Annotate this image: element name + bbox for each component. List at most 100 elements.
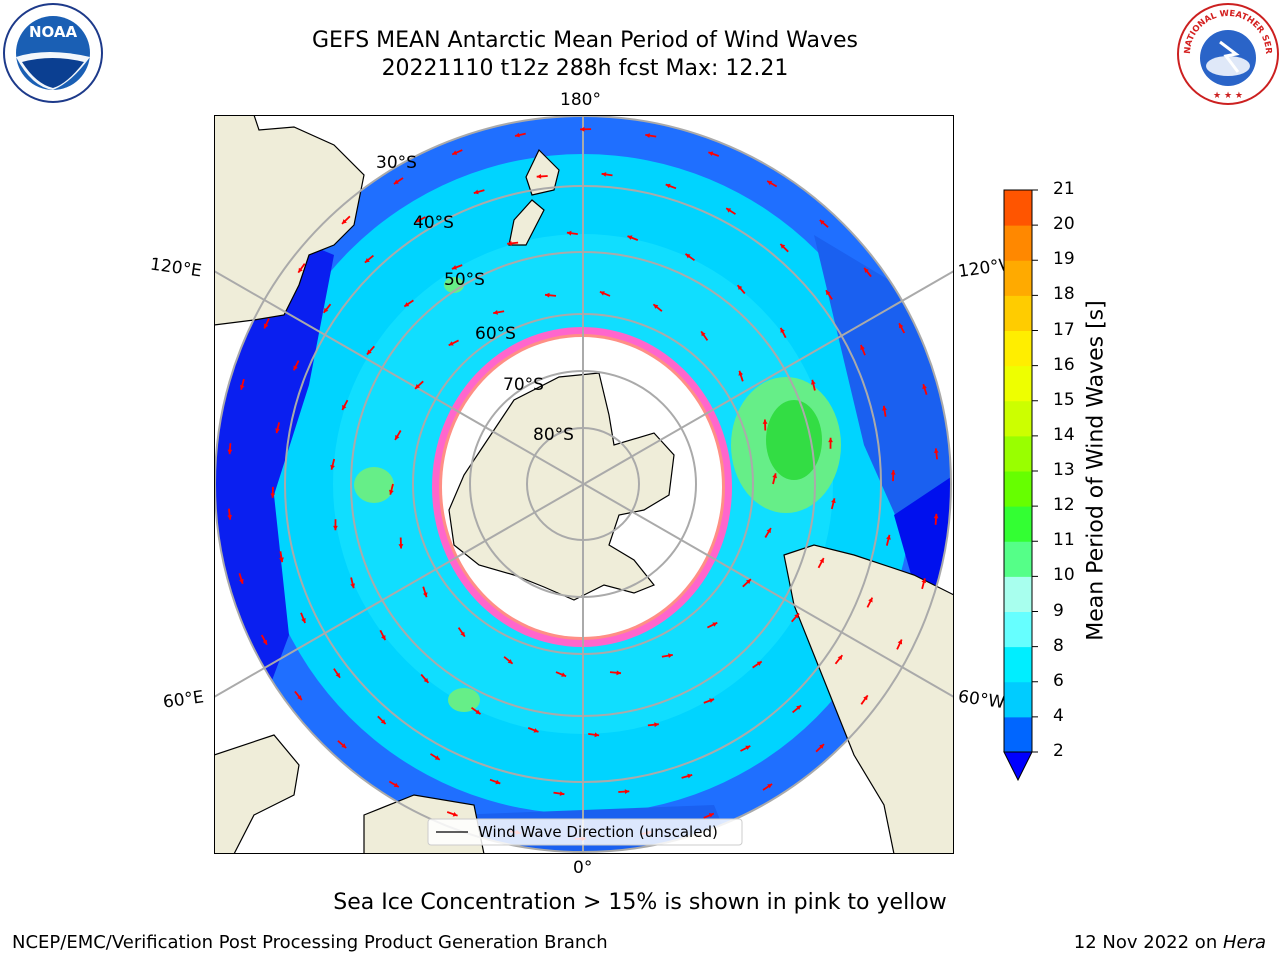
wind-arrow-head bbox=[335, 672, 340, 678]
wind-arrow-head bbox=[726, 208, 732, 213]
svg-text:★ ★ ★: ★ ★ ★ bbox=[1213, 91, 1243, 101]
wind-arrow-head bbox=[270, 493, 276, 498]
wind-arrow-head bbox=[709, 698, 715, 703]
colorbar-tick-label: 13 bbox=[1053, 460, 1075, 480]
wind-arrow-head bbox=[342, 404, 347, 410]
wind-arrow-head bbox=[601, 172, 607, 177]
wind-arrow-head bbox=[668, 653, 673, 658]
map-subtitle-forecast: 20221110 t12z 288h fcst Max: 12.21 bbox=[381, 56, 789, 81]
wind-arrow-head bbox=[745, 745, 751, 750]
wind-arrow-head bbox=[868, 597, 873, 603]
lat-label-70s: 70°S bbox=[503, 375, 544, 395]
map-legend: Wind Wave Direction (unscaled) bbox=[427, 818, 743, 846]
wind-arrow-head bbox=[624, 789, 630, 794]
lon-label-0: 0° bbox=[573, 858, 593, 878]
map-title: GEFS MEAN Antarctic Mean Period of Wind … bbox=[312, 28, 858, 53]
wind-arrow-head bbox=[897, 639, 903, 645]
wind-arrow-head bbox=[493, 310, 498, 315]
wind-arrow-head bbox=[767, 784, 773, 789]
colorbar-tick-label: 6 bbox=[1053, 670, 1064, 691]
wind-arrow-head bbox=[380, 719, 386, 724]
wind-arrow-head bbox=[899, 323, 904, 329]
wind-arrow-head bbox=[393, 782, 399, 787]
wind-arrow-head bbox=[293, 365, 298, 371]
wind-arrow-head bbox=[890, 470, 896, 475]
wind-arrow-head bbox=[350, 583, 355, 589]
colorbar bbox=[1003, 189, 1038, 782]
wind-arrow-head bbox=[819, 558, 824, 564]
colorbar-segment bbox=[1004, 611, 1032, 648]
wind-arrow-head bbox=[393, 179, 399, 184]
wind-arrow-head bbox=[536, 174, 542, 179]
colorbar-tick-label: 11 bbox=[1053, 530, 1075, 551]
noaa-logo-text: NOAA bbox=[29, 23, 78, 41]
wind-arrow-head bbox=[423, 592, 428, 598]
colorbar-segment bbox=[1004, 225, 1032, 261]
wind-arrow-head bbox=[275, 428, 280, 434]
sea-ice-note: Sea Ice Concentration > 15% is shown in … bbox=[333, 890, 947, 915]
wind-arrow-head bbox=[507, 659, 513, 664]
wind-arrow-head bbox=[507, 240, 512, 246]
colorbar-extend-min bbox=[1003, 751, 1033, 782]
wind-arrow-head bbox=[653, 304, 659, 309]
lat-label-80s: 80°S bbox=[533, 425, 574, 445]
lat-label-30s: 30°S bbox=[376, 153, 417, 173]
lon-label-60e: 60°E bbox=[161, 687, 206, 713]
wind-arrow-head bbox=[819, 744, 824, 749]
noaa-logo: NOAA bbox=[3, 3, 103, 103]
colorbar-tick-label: 10 bbox=[1053, 565, 1075, 586]
wind-arrow-head bbox=[364, 258, 370, 263]
wind-arrow-head bbox=[415, 384, 420, 389]
wind-arrow-head bbox=[645, 133, 650, 138]
wind-arrow-head bbox=[473, 189, 479, 195]
wind-arrow-head bbox=[227, 449, 233, 455]
wind-arrow-head bbox=[239, 578, 244, 584]
wind-arrow-head bbox=[616, 670, 621, 676]
antarctica bbox=[448, 372, 675, 601]
colorbar-tick-label: 17 bbox=[1053, 319, 1075, 340]
wind-arrow-head bbox=[559, 791, 565, 796]
wind-arrow-head bbox=[665, 183, 671, 189]
wind-arrow-head bbox=[297, 695, 302, 700]
wind-arrow-head bbox=[687, 773, 693, 779]
wind-arrow-head bbox=[826, 290, 831, 296]
colorbar-tick-label: 20 bbox=[1053, 214, 1075, 235]
wind-arrow-head bbox=[599, 291, 605, 296]
colorbar-segment bbox=[1004, 330, 1032, 367]
wind-arrow-head bbox=[934, 448, 939, 453]
wind-arrow-head bbox=[864, 268, 869, 273]
wind-arrow-head bbox=[738, 370, 743, 376]
lon-label-180: 180° bbox=[560, 90, 601, 110]
wind-arrow-head bbox=[566, 230, 572, 236]
wind-arrow-head bbox=[796, 705, 802, 710]
lat-label-40s: 40°S bbox=[413, 213, 454, 233]
wind-arrow-head bbox=[811, 379, 816, 385]
colorbar-tick-label: 4 bbox=[1053, 705, 1064, 726]
wind-arrow-head bbox=[708, 151, 714, 156]
wind-arrow-head bbox=[737, 285, 743, 290]
wind-arrow-head bbox=[323, 307, 329, 313]
wind-arrow-head bbox=[452, 812, 458, 817]
nws-logo: NATIONAL WEATHER SERVICE ★ ★ ★ bbox=[1176, 2, 1279, 105]
continents bbox=[214, 115, 954, 854]
wind-arrow-head bbox=[780, 244, 786, 249]
wind-arrow-head bbox=[460, 631, 465, 637]
colorbar-segment bbox=[1004, 471, 1032, 507]
wind-arrow-head bbox=[701, 331, 706, 337]
wind-arrow-head bbox=[767, 181, 773, 186]
wind-arrow-head bbox=[794, 613, 799, 619]
colorbar-segment bbox=[1004, 576, 1032, 612]
wind-arrow-head bbox=[746, 579, 751, 584]
colorbar-segment bbox=[1004, 435, 1032, 472]
wind-arrow-head bbox=[262, 639, 267, 645]
wind-arrow-head bbox=[780, 327, 785, 333]
wind-arrow-head bbox=[341, 743, 347, 748]
wind-arrow-head bbox=[933, 513, 939, 519]
wind-arrow-head bbox=[301, 618, 306, 623]
colorbar-segment bbox=[1004, 541, 1032, 577]
wind-arrow-head bbox=[451, 265, 457, 270]
colorbar-segment bbox=[1004, 681, 1032, 718]
wind-arrow-head bbox=[448, 341, 454, 346]
wind-arrow-head bbox=[819, 220, 825, 225]
footer-left: NCEP/EMC/Verification Post Processing Pr… bbox=[12, 932, 608, 953]
